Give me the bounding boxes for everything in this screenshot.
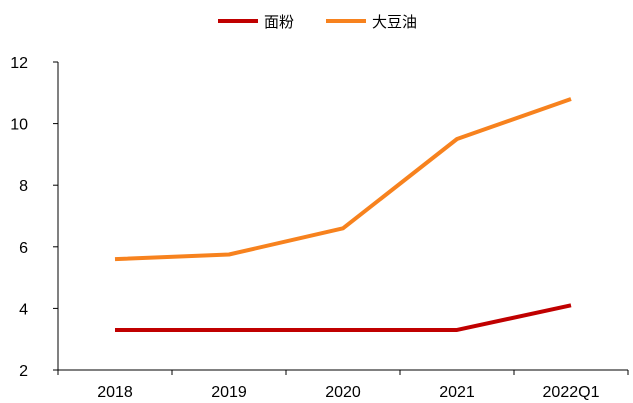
x-tick-label-2019: 2019 (211, 384, 247, 401)
series-layer (114, 97, 572, 332)
legend-label-1: 大豆油 (372, 13, 417, 31)
y-tick-label-12: 12 (10, 55, 28, 72)
axes (57, 62, 628, 371)
y-tick-label-6: 6 (19, 240, 28, 257)
legend: 面粉 大豆油 (218, 13, 417, 31)
y-tick-label-4: 4 (19, 301, 28, 318)
y-tick-label-2: 2 (19, 363, 28, 380)
x-tick-label-2022Q1: 2022Q1 (543, 384, 600, 401)
series-line-1 (114, 97, 572, 262)
y-axis-ticks: 2 4 6 8 10 12 (10, 55, 58, 380)
x-tick-label-2020: 2020 (325, 384, 361, 401)
x-tick-label-2021: 2021 (439, 384, 475, 401)
series-line-0 (115, 303, 572, 332)
x-axis-ticks: 2018 2019 2020 2021 2022Q1 (57, 370, 629, 401)
legend-label-0: 面粉 (264, 13, 294, 31)
y-tick-label-10: 10 (10, 117, 28, 134)
x-tick-label-2018: 2018 (97, 384, 133, 401)
y-tick-label-8: 8 (19, 178, 28, 195)
